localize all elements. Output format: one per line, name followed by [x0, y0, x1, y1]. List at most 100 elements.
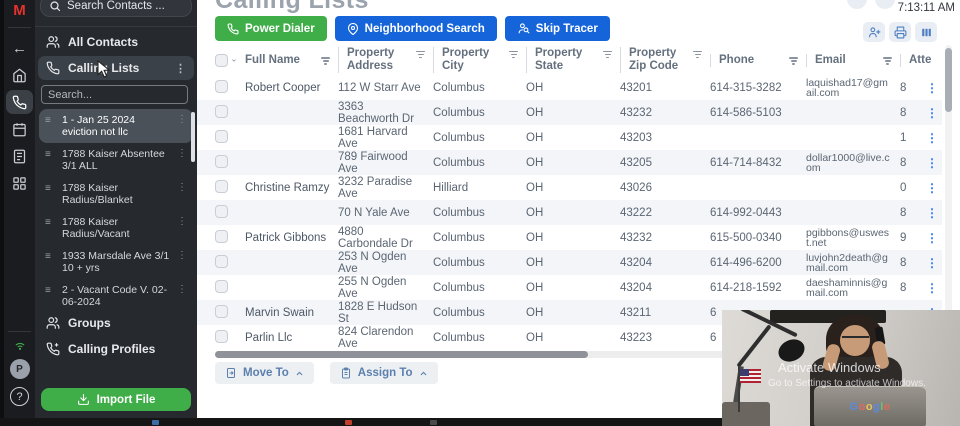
row-menu-icon[interactable]: ⋮: [926, 230, 938, 245]
row-checkbox[interactable]: [215, 304, 228, 318]
filter-icon[interactable]: [883, 56, 892, 67]
row-menu-icon[interactable]: ⋮: [926, 255, 938, 270]
filter-icon[interactable]: [789, 56, 798, 67]
nav-calendar[interactable]: [6, 117, 33, 141]
table-row[interactable]: 3363 Beachworth Dr Columbus OH 43232 614…: [197, 100, 942, 125]
column-header[interactable]: Property Address: [347, 47, 395, 72]
item-menu-icon[interactable]: ⋮: [177, 182, 187, 193]
help-button[interactable]: ?: [10, 387, 29, 406]
item-menu-icon[interactable]: ⋮: [175, 62, 186, 75]
row-menu-icon[interactable]: ⋮: [926, 105, 938, 120]
header-action-icon[interactable]: [875, 0, 895, 9]
header-action-icon[interactable]: [847, 0, 867, 9]
person-face: [840, 325, 870, 356]
chevron-down-icon[interactable]: [231, 56, 237, 65]
column-header[interactable]: Atte: [909, 53, 932, 66]
table-row[interactable]: Christine Ramzy 3232 Paradise Ave Hillia…: [197, 175, 942, 200]
nav-dialer[interactable]: [6, 90, 33, 114]
column-header[interactable]: Property State: [535, 47, 583, 72]
table-row[interactable]: 1681 Harvard Ave Columbus OH 43203 1 ⋮: [197, 125, 942, 150]
row-menu-icon[interactable]: ⋮: [926, 80, 938, 95]
sidebar-item-all-contacts[interactable]: All Contacts: [38, 30, 194, 54]
row-checkbox[interactable]: [215, 204, 228, 218]
table-row[interactable]: 255 N Ogden Ave Columbus OH 43204 614-21…: [197, 275, 942, 300]
glasses: [842, 336, 869, 341]
search-contacts-box[interactable]: Search Contacts ...: [40, 0, 192, 17]
columns-button[interactable]: [915, 22, 937, 42]
taskbar-icon[interactable]: [152, 420, 159, 425]
table-row[interactable]: 789 Fairwood Ave Columbus OH 43205 614-7…: [197, 150, 942, 175]
item-menu-icon[interactable]: ⋮: [177, 250, 187, 261]
row-checkbox[interactable]: [215, 254, 228, 268]
row-checkbox[interactable]: [215, 79, 228, 93]
add-contact-button[interactable]: [863, 22, 885, 42]
calling-list-item[interactable]: ≡ 2 - Vacant Code V. 02-06-2024 ⋮: [45, 284, 187, 308]
list-scrollbar[interactable]: [191, 112, 195, 162]
row-checkbox[interactable]: [215, 279, 228, 293]
filter-icon[interactable]: [603, 49, 612, 60]
nav-notes[interactable]: [6, 144, 33, 168]
vertical-scrollbar[interactable]: [945, 48, 952, 112]
user-avatar[interactable]: P: [9, 359, 30, 379]
item-menu-icon[interactable]: ⋮: [177, 114, 187, 125]
nav-home[interactable]: [6, 63, 33, 87]
row-checkbox[interactable]: [215, 129, 228, 143]
list-search-input[interactable]: [41, 85, 188, 104]
calling-list-item[interactable]: ≡ 1788 Kaiser Absentee 3/1 ALL ⋮: [45, 148, 187, 172]
select-all-checkbox[interactable]: [215, 53, 228, 67]
skip-tracer-button[interactable]: Skip Tracer: [504, 16, 610, 41]
assign-to-button[interactable]: Assign To: [329, 362, 438, 384]
row-checkbox[interactable]: [215, 154, 228, 168]
sidebar-item-calling-profiles[interactable]: Calling Profiles: [38, 337, 194, 361]
phone-icon: [46, 61, 60, 75]
import-file-button[interactable]: Import File: [41, 388, 191, 411]
filter-icon[interactable]: [321, 56, 330, 67]
row-menu-icon[interactable]: ⋮: [926, 180, 938, 195]
item-menu-icon[interactable]: ⋮: [177, 216, 187, 227]
calling-list-item[interactable]: ≡ 1788 Kaiser Radius/Vacant ⋮: [45, 216, 187, 240]
back-button[interactable]: ←: [6, 36, 33, 60]
column-header[interactable]: Full Name: [245, 53, 300, 66]
search-contacts-placeholder: Search Contacts ...: [67, 0, 165, 12]
item-menu-icon[interactable]: ⋮: [177, 284, 187, 295]
row-menu-icon[interactable]: ⋮: [926, 155, 938, 170]
row-menu-icon[interactable]: ⋮: [926, 130, 938, 145]
print-button[interactable]: [889, 22, 911, 42]
neighborhood-search-button[interactable]: Neighborhood Search: [334, 16, 497, 41]
item-menu-icon[interactable]: ⋮: [177, 148, 187, 159]
table-row[interactable]: Robert Cooper 112 W Starr Ave Columbus O…: [197, 75, 942, 100]
move-to-button[interactable]: Move To: [215, 362, 314, 384]
sidebar-item-calling-lists[interactable]: Calling Lists ⋮: [38, 56, 194, 80]
windows-taskbar[interactable]: [0, 418, 960, 426]
column-header[interactable]: Phone: [719, 53, 755, 66]
filter-icon[interactable]: [693, 49, 702, 60]
column-header[interactable]: Property Zip Code: [629, 47, 679, 72]
row-checkbox[interactable]: [215, 179, 228, 193]
filter-icon[interactable]: [509, 49, 518, 60]
nav-apps[interactable]: [6, 171, 33, 195]
filter-icon[interactable]: [416, 49, 425, 60]
list-lines-icon: ≡: [45, 217, 51, 228]
table-row[interactable]: Patrick Gibbons 4880 Carbondale Dr Colum…: [197, 225, 942, 250]
power-dialer-button[interactable]: Power Dialer: [215, 16, 327, 41]
calling-list-item[interactable]: ≡ 1 - Jan 25 2024 eviction not llc ⋮: [39, 109, 193, 143]
taskbar-icon[interactable]: [430, 420, 437, 425]
table-row[interactable]: Parlin Llc 824 Clarendon Ave Columbus OH…: [197, 325, 942, 350]
sidebar-item-groups[interactable]: Groups: [38, 311, 194, 335]
calling-list-item[interactable]: ≡ 1788 Kaiser Radius/Blanket ⋮: [45, 182, 187, 206]
taskbar-icon[interactable]: [345, 420, 352, 425]
row-checkbox[interactable]: [215, 329, 228, 343]
column-header[interactable]: Property City: [442, 47, 490, 72]
calling-lists-list: ≡ 1 - Jan 25 2024 eviction not llc ⋮ ≡ 1…: [39, 109, 193, 312]
calling-list-item[interactable]: ≡ 1933 Marsdale Ave 3/1 10 + yrs ⋮: [45, 250, 187, 274]
horizontal-scrollbar[interactable]: [215, 351, 588, 358]
row-checkbox[interactable]: [215, 104, 228, 118]
users-icon: [46, 36, 60, 48]
table-row[interactable]: 253 N Ogden Ave Columbus OH 43204 614-49…: [197, 250, 942, 275]
column-header[interactable]: Email: [815, 53, 846, 66]
row-checkbox[interactable]: [215, 229, 228, 243]
row-menu-icon[interactable]: ⋮: [926, 280, 938, 295]
table-row[interactable]: 70 N Yale Ave Columbus OH 43222 614-992-…: [197, 200, 942, 225]
row-menu-icon[interactable]: ⋮: [926, 205, 938, 220]
main-content: Calling Lists Power Dialer Neighborhood …: [197, 0, 960, 418]
